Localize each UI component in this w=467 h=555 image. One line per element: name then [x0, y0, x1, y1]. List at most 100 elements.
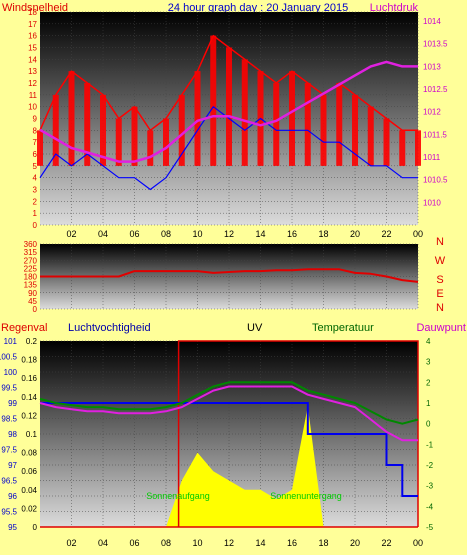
- humidity-tick-label: 99: [8, 399, 17, 408]
- x-tick-label: 10: [192, 538, 202, 548]
- wind-tick-label: 11: [29, 91, 38, 100]
- temperature-tick-label: -2: [426, 461, 434, 470]
- wind-tick-label: 15: [28, 44, 37, 53]
- pressure-tick-label: 1011: [423, 153, 441, 162]
- x-tick-label: 08: [161, 538, 171, 548]
- wind-tick-label: 7: [33, 138, 38, 147]
- wind-tick-label: 18: [28, 8, 37, 17]
- humidity-tick-label: 97.5: [1, 446, 17, 455]
- compass-label: N: [436, 236, 444, 248]
- x-tick-label: 02: [66, 538, 76, 548]
- uv-tick-label: 0.02: [21, 504, 37, 513]
- temperature-axis-title: Temperatuur: [312, 322, 374, 334]
- wind-gust-line: [39, 34, 418, 132]
- compass-label: W: [435, 255, 446, 267]
- humidity-tick-label: 98.5: [1, 415, 17, 424]
- wind-tick-label: 9: [33, 115, 38, 124]
- wind-tick-label: 12: [28, 79, 37, 88]
- x-tick-label: 22: [381, 538, 391, 548]
- x-tick-label: 06: [129, 538, 139, 548]
- pressure-tick-label: 1011.5: [423, 130, 447, 139]
- temperature-tick-label: 1: [426, 399, 431, 408]
- uv-tick-label: 0.06: [21, 467, 37, 476]
- temperature-tick-label: 3: [426, 358, 431, 367]
- x-tick-label: 06: [129, 229, 139, 239]
- direction-tick-label: 45: [28, 297, 37, 306]
- humidity-tick-label: 96.5: [1, 477, 17, 486]
- wind-tick-label: 6: [33, 150, 38, 159]
- wind-tick-label: 8: [33, 126, 38, 135]
- direction-tick-label: 135: [24, 281, 38, 290]
- x-tick-label: 02: [66, 229, 76, 239]
- humidity-tick-label: 100: [4, 368, 18, 377]
- x-tick-label: 18: [318, 538, 328, 548]
- direction-tick-label: 225: [24, 264, 38, 273]
- humidity-axis: 95 95.5 96 96.5 97 97.5 98 98.5 99 99.5 100 100.5 10…: [0, 337, 18, 532]
- pressure-tick-label: 1010.5: [423, 176, 448, 185]
- x-tick-label: 00: [413, 229, 423, 239]
- x-tick-label: 08: [161, 229, 171, 239]
- pressure-tick-label: 1012.5: [423, 85, 448, 94]
- pressure-axis: 1010 1010.5 1011 1011.5 1012 1012.5 1013 1013.5…: [423, 17, 448, 207]
- x-tick-label: 16: [287, 229, 297, 239]
- uv-axis-title: UV: [247, 322, 263, 334]
- temperature-tick-label: 0: [426, 420, 431, 429]
- humidity-tick-label: 95.5: [1, 508, 17, 517]
- wind-series: [37, 34, 421, 191]
- direction-line: [40, 268, 419, 283]
- temperature-tick-label: -4: [426, 502, 434, 511]
- pressure-tick-label: 1012: [423, 108, 441, 117]
- uv-tick-label: 0.14: [21, 393, 37, 402]
- direction-tick-label: 180: [24, 273, 38, 282]
- right-axis-title: Luchtdruk: [370, 2, 419, 14]
- temperature-tick-label: -5: [426, 523, 434, 532]
- wind-tick-label: 0: [33, 221, 38, 230]
- uv-tick-label: 0: [33, 523, 38, 532]
- compass-label: S: [436, 274, 443, 286]
- pressure-tick-label: 1014: [423, 17, 441, 26]
- humidity-series: [39, 340, 419, 528]
- uv-axis: 0 0.02 0.04 0.06 0.08 0.1 0.12 0.14 0.16 0.18 0.2: [21, 337, 37, 532]
- humidity-tick-label: 100.5: [0, 353, 18, 362]
- x-tick-label: 14: [255, 538, 265, 548]
- uv-tick-label: 0.18: [21, 356, 37, 365]
- humidity-tick-label: 95: [8, 523, 17, 532]
- temperature-tick-label: -1: [426, 440, 434, 449]
- wind-tick-label: 10: [28, 103, 37, 112]
- sunrise-label: Sonnenaufgang: [146, 491, 210, 501]
- wind-tick-label: 1: [33, 209, 38, 218]
- x-tick-label: 10: [192, 229, 202, 239]
- humidity-tick-label: 101: [4, 337, 18, 346]
- x-tick-label: 00: [413, 538, 423, 548]
- direction-series: [40, 268, 419, 283]
- dewpoint-axis-title: Dauwpunt: [416, 322, 466, 334]
- direction-tick-label: 90: [28, 289, 37, 298]
- x-tick-label: 16: [287, 538, 297, 548]
- x-tick-label: 22: [381, 229, 391, 239]
- x-tick-label: 20: [350, 538, 360, 548]
- uv-tick-label: 0.2: [26, 337, 38, 346]
- direction-tick-label: 360: [24, 240, 38, 249]
- compass-label: E: [436, 288, 443, 300]
- temperature-axis: -5 -4 -3 -2 -1 0 1 2 3 4: [426, 337, 434, 532]
- wind-tick-label: 17: [28, 20, 37, 29]
- humidity-axis-title: Luchtvochtigheid: [68, 322, 151, 334]
- humidity-tick-label: 97: [8, 461, 17, 470]
- humidity-line: [40, 402, 418, 497]
- chart-title: 24 hour graph day : 20 January 2015: [168, 2, 348, 14]
- humidity-x-axis: 02 04 06 08 10 12 14 16 18 20 22 00: [66, 538, 423, 548]
- x-tick-label: 04: [98, 538, 108, 548]
- x-tick-label: 04: [98, 229, 108, 239]
- temperature-tick-label: 2: [426, 378, 431, 387]
- temperature-tick-label: -3: [426, 482, 434, 491]
- x-tick-label: 14: [255, 229, 265, 239]
- wind-x-axis: 02 04 06 08 10 12 14 16 18 20 22 00: [66, 229, 423, 239]
- wind-tick-label: 14: [28, 55, 37, 64]
- pressure-tick-label: 1013: [423, 62, 441, 71]
- sunset-label: Sonnenuntergang: [270, 491, 342, 501]
- wind-tick-label: 13: [28, 67, 37, 76]
